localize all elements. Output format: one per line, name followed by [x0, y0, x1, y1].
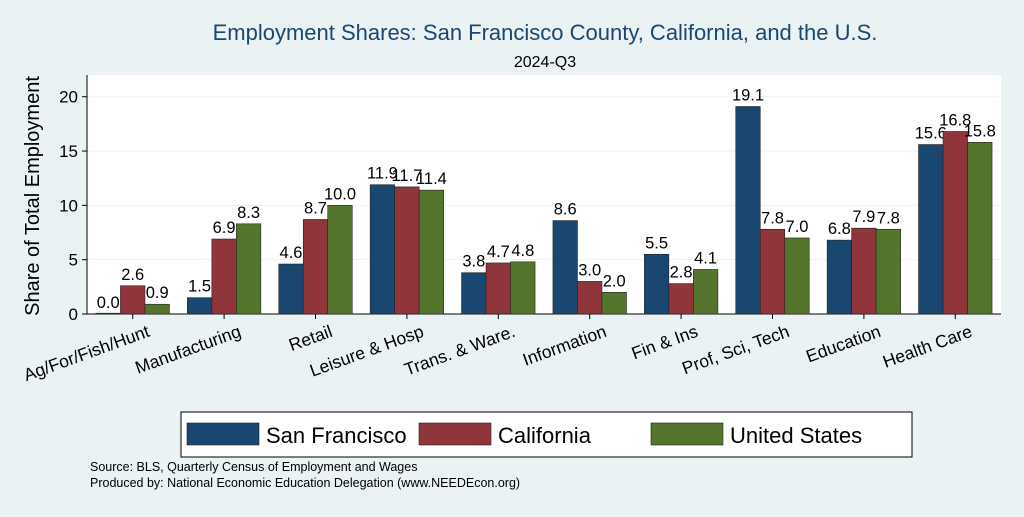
data-label-california-information: 3.0 — [578, 261, 601, 279]
bar-san-francisco-information — [552, 220, 578, 315]
bar-san-francisco-prof-sci-tech — [735, 106, 761, 315]
data-label-san-francisco-manufacturing: 1.5 — [188, 278, 211, 296]
bar-san-francisco-retail — [278, 263, 304, 315]
y-tick-label: 0 — [69, 305, 78, 324]
bar-san-francisco-ag-for-fish-hunt — [95, 312, 121, 315]
legend-label-california: California — [498, 423, 592, 448]
bar-california-manufacturing — [211, 238, 237, 315]
legend: San Francisco California United States — [180, 411, 913, 458]
chart-title: Employment Shares: San Francisco County,… — [213, 20, 878, 45]
bar-united-states-manufacturing — [236, 223, 262, 315]
source-note: Source: BLS, Quarterly Census of Employm… — [90, 460, 417, 474]
legend-swatch-california — [418, 422, 492, 446]
chart-subtitle: 2024-Q3 — [514, 54, 576, 71]
data-label-california-prof-sci-tech: 7.8 — [761, 209, 784, 227]
bar-california-ag-for-fish-hunt — [120, 285, 146, 315]
bar-san-francisco-fin-ins — [644, 253, 670, 315]
data-label-california-retail: 8.7 — [304, 199, 327, 217]
legend-label-san-francisco: San Francisco — [266, 423, 407, 448]
bar-california-information — [577, 281, 603, 315]
data-label-san-francisco-ag-for-fish-hunt: 0.0 — [97, 294, 120, 312]
data-label-united-states-information: 2.0 — [603, 272, 626, 290]
bar-united-states-retail — [327, 205, 353, 315]
bar-san-francisco-manufacturing — [187, 297, 213, 315]
data-label-united-states-retail: 10.0 — [324, 185, 356, 203]
bar-united-states-health-care — [967, 142, 993, 315]
bar-united-states-education — [875, 228, 901, 315]
bar-san-francisco-health-care — [918, 144, 944, 315]
bar-san-francisco-leisure-hosp — [369, 184, 395, 315]
x-tick-label-education: Education — [803, 321, 883, 366]
bar-united-states-fin-ins — [693, 269, 719, 315]
data-label-united-states-fin-ins: 4.1 — [694, 249, 717, 267]
bar-united-states-ag-for-fish-hunt — [144, 303, 170, 315]
x-tick-label-retail: Retail — [286, 321, 335, 355]
bar-united-states-trans-ware — [510, 261, 536, 315]
y-tick-label: 10 — [59, 196, 78, 215]
x-tick-label-information: Information — [520, 321, 609, 370]
legend-swatch-san-francisco — [186, 422, 260, 446]
data-label-san-francisco-retail: 4.6 — [280, 244, 303, 262]
bar-california-prof-sci-tech — [759, 228, 786, 315]
data-label-san-francisco-fin-ins: 5.5 — [645, 234, 668, 252]
y-tick-label: 15 — [59, 142, 78, 161]
bar-california-fin-ins — [668, 283, 694, 315]
data-label-san-francisco-trans-ware: 3.8 — [462, 253, 485, 271]
data-label-california-manufacturing: 6.9 — [213, 219, 236, 237]
data-label-united-states-health-care: 15.8 — [964, 122, 996, 140]
bar-united-states-prof-sci-tech — [784, 237, 810, 315]
data-label-united-states-leisure-hosp: 11.4 — [416, 170, 447, 188]
data-label-california-fin-ins: 2.8 — [670, 264, 693, 282]
y-axis-label: Share of Total Employment — [22, 76, 44, 316]
data-label-california-health-care: 16.8 — [939, 111, 971, 129]
y-tick-label: 20 — [59, 88, 78, 107]
y-tick-label: 5 — [69, 251, 78, 270]
bar-california-retail — [302, 219, 329, 315]
x-tick-label-ag-for-fish-hunt: Ag/For/Fish/Hunt — [21, 321, 152, 385]
data-label-united-states-manufacturing: 8.3 — [237, 204, 260, 222]
bar-united-states-leisure-hosp — [418, 189, 444, 315]
bar-california-health-care — [942, 131, 968, 315]
data-label-san-francisco-prof-sci-tech: 19.1 — [732, 87, 764, 105]
data-label-san-francisco-leisure-hosp: 11.9 — [367, 165, 398, 183]
data-label-california-education: 7.9 — [852, 208, 875, 226]
data-label-california-ag-for-fish-hunt: 2.6 — [121, 266, 144, 284]
bar-california-education — [851, 227, 877, 315]
bar-california-leisure-hosp — [394, 186, 420, 315]
x-tick-label-manufacturing: Manufacturing — [132, 321, 243, 378]
data-label-san-francisco-information: 8.6 — [554, 201, 577, 219]
data-label-united-states-trans-ware: 4.8 — [511, 242, 534, 260]
bar-united-states-information — [601, 291, 627, 315]
legend-label-united-states: United States — [730, 423, 862, 448]
bar-california-trans-ware — [485, 262, 511, 315]
legend-box — [180, 411, 913, 458]
data-label-california-leisure-hosp: 11.7 — [391, 167, 422, 185]
data-label-san-francisco-health-care: 15.6 — [915, 125, 947, 143]
data-label-united-states-prof-sci-tech: 7.0 — [786, 218, 809, 236]
data-label-california-trans-ware: 4.7 — [487, 243, 510, 261]
bar-san-francisco-education — [826, 239, 852, 315]
bar-san-francisco-trans-ware — [461, 272, 487, 315]
data-label-san-francisco-education: 6.8 — [828, 220, 851, 238]
data-label-united-states-education: 7.8 — [877, 209, 900, 227]
x-tick-label-health-care: Health Care — [880, 321, 975, 372]
legend-swatch-united-states — [650, 422, 724, 446]
data-label-united-states-ag-for-fish-hunt: 0.9 — [146, 284, 169, 302]
produced-by-note: Produced by: National Economic Education… — [90, 476, 520, 490]
plot-area: 051015200.02.60.9Ag/For/Fish/Hunt1.56.98… — [21, 75, 1001, 385]
